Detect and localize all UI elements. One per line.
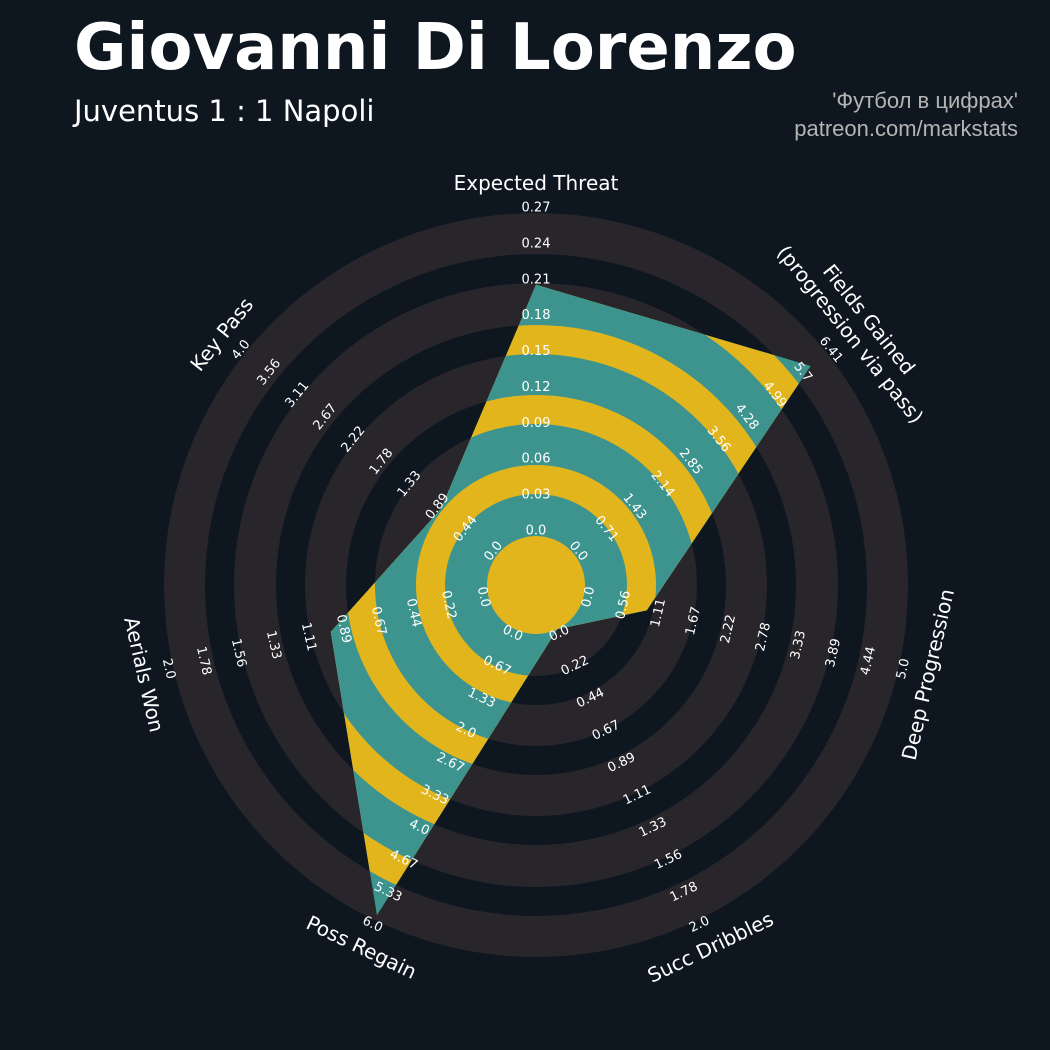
param-label: Expected Threat [454, 171, 619, 195]
match-subtitle: Juventus 1 : 1 Napoli [74, 94, 375, 128]
tick-label: 1.11 [648, 597, 669, 629]
tick-label: 0.0 [579, 585, 598, 609]
tick-label: 0.12 [522, 380, 551, 395]
tick-label: 1.11 [298, 621, 319, 653]
tick-label: 0.03 [522, 488, 551, 503]
tick-label: 2.22 [718, 613, 739, 645]
tick-label: 0.0 [526, 524, 547, 539]
tick-label: 0.21 [522, 272, 551, 287]
tick-label: 2.0 [159, 657, 178, 681]
tick-label: 0.18 [522, 308, 551, 323]
tick-label: 1.67 [683, 605, 704, 637]
tick-label: 0.09 [522, 416, 551, 431]
credit-line: 'Футбол в цифрах' [832, 88, 1018, 113]
tick-label: 5.0 [894, 657, 913, 681]
tick-label: 0.22 [438, 589, 459, 621]
tick-label: 3.89 [823, 637, 844, 669]
tick-label: 1.78 [193, 645, 214, 677]
tick-label: 0.0 [474, 585, 493, 609]
tick-label: 0.44 [403, 597, 424, 629]
tick-label: 0.27 [522, 201, 551, 216]
radar-center-circle [487, 536, 585, 634]
tick-label: 0.15 [522, 344, 551, 359]
tick-label: 4.44 [858, 645, 879, 677]
tick-label: 3.33 [788, 629, 809, 661]
tick-label: 0.89 [333, 613, 354, 645]
tick-label: 1.56 [228, 637, 249, 669]
tick-label: 0.56 [613, 589, 634, 621]
param-label: Aerials Won [119, 614, 169, 734]
tick-label: 0.06 [522, 452, 551, 467]
page-title: Giovanni Di Lorenzo [74, 11, 797, 85]
tick-label: 0.67 [368, 605, 389, 637]
tick-label: 1.33 [263, 629, 284, 661]
tick-label: 2.78 [753, 621, 774, 653]
tick-label: 0.24 [522, 236, 551, 251]
credit-link: patreon.com/markstats [794, 116, 1018, 141]
